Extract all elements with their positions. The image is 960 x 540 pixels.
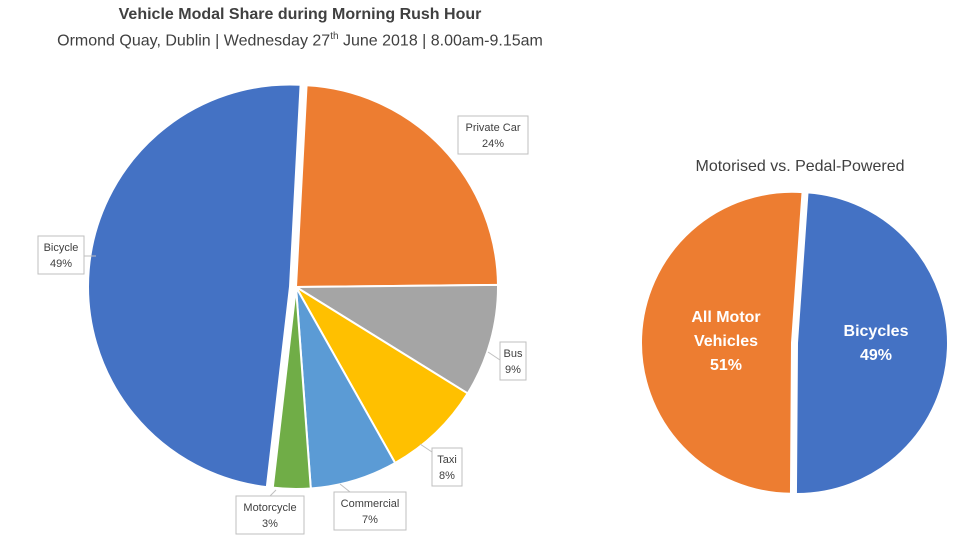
- motorised-slice-bicycles: [794, 191, 949, 495]
- data-value-taxi: 8%: [439, 470, 455, 482]
- data-label-bicycle: Bicycle: [44, 242, 79, 254]
- data-value-bus: 9%: [505, 364, 521, 376]
- callout-box-bus: [499, 341, 527, 381]
- callout-box-bicycle: [37, 235, 85, 275]
- data-label-bicycles-line-1: Bicycles: [844, 323, 909, 340]
- callout-leader-taxi: [419, 443, 433, 453]
- callout-motorcycle: Motorcycle 3%: [235, 489, 305, 535]
- callout-leader-bus: [487, 351, 501, 361]
- chart-title: Vehicle Modal Share during Morning Rush …: [118, 6, 482, 23]
- modal-slice-bus: [292, 283, 499, 395]
- callout-box-commercial: [333, 491, 407, 531]
- callout-leader-motorcycle: [269, 489, 277, 497]
- motorised-slice-all-motor-vehicles: [640, 190, 804, 495]
- data-label-private-car: Private Car: [465, 122, 520, 134]
- modal-slice-bicycle: [87, 83, 302, 489]
- callout-commercial: Commercial 7%: [333, 483, 407, 531]
- callout-private-car: Private Car 24%: [457, 115, 529, 155]
- data-value-all-motor-vehicles: 51%: [710, 357, 742, 374]
- chart-subtitle: Ormond Quay, Dublin | Wednesday 27th Jun…: [0, 31, 600, 50]
- callout-box-motorcycle: [235, 495, 305, 535]
- data-label-all-motor-vehicles-line-1: All Motor: [691, 309, 760, 326]
- subtitle-date-text: Ormond Quay, Dublin | Wednesday 27: [57, 32, 331, 50]
- modal-slice-motorcycle: [271, 286, 312, 490]
- data-label-taxi: Taxi: [437, 454, 457, 466]
- data-label-bus: Bus: [504, 348, 523, 360]
- modal-slice-taxi: [295, 286, 470, 465]
- callout-bicycle: Bicycle 49%: [37, 235, 96, 275]
- data-label-all-motor-vehicles-line-2: Vehicles: [694, 333, 758, 350]
- modal-slice-private-car: [294, 84, 500, 289]
- data-value-bicycles: 49%: [860, 347, 892, 364]
- callout-leader-commercial: [339, 483, 351, 493]
- data-value-commercial: 7%: [362, 514, 378, 526]
- callout-bus: Bus 9%: [487, 341, 527, 381]
- callout-taxi: Taxi 8%: [419, 443, 463, 487]
- callout-box-taxi: [431, 447, 463, 487]
- data-value-bicycle: 49%: [50, 258, 72, 270]
- data-label-commercial: Commercial: [341, 498, 400, 510]
- data-value-motorcycle: 3%: [262, 518, 278, 530]
- callout-box-private-car: [457, 115, 529, 155]
- subtitle-ordinal-suffix: th: [330, 31, 339, 42]
- data-label-motorcycle: Motorcycle: [243, 502, 296, 514]
- subtitle-time-text: June 2018 | 8.00am-9.15am: [338, 32, 543, 50]
- data-value-private-car: 24%: [482, 138, 504, 150]
- secondary-chart-title: Motorised vs. Pedal-Powered: [695, 158, 905, 175]
